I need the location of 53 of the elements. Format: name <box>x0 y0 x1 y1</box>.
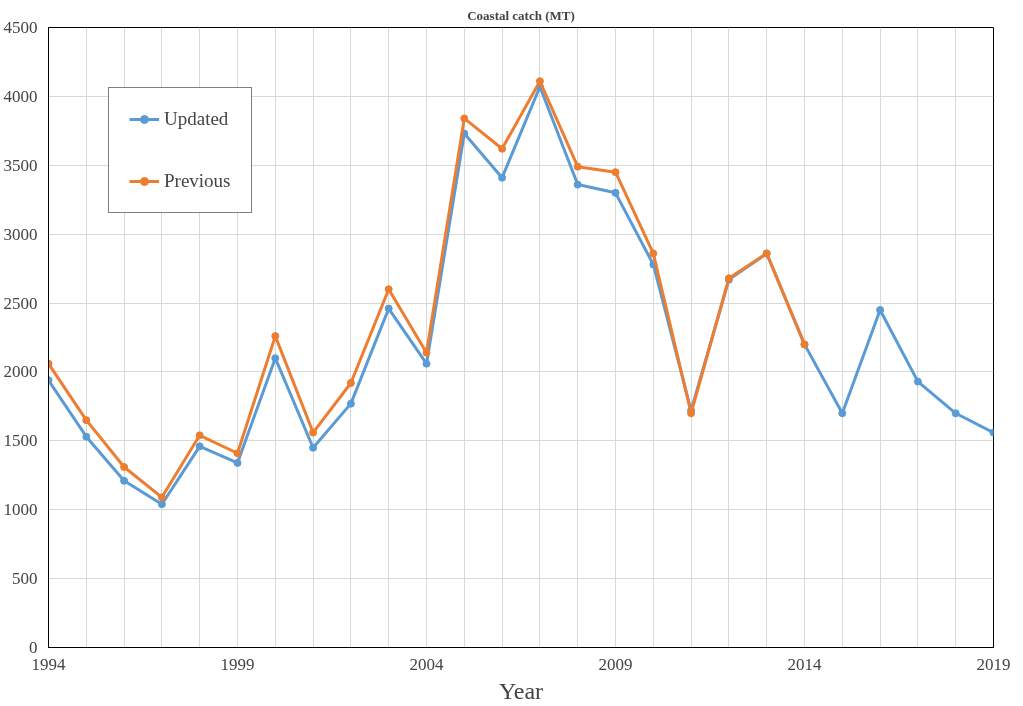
point <box>346 378 355 387</box>
x-tick-label: 2004 <box>409 654 444 674</box>
point <box>498 173 507 182</box>
point <box>120 463 129 471</box>
x-tick-label: 1999 <box>220 654 255 674</box>
point <box>460 114 469 123</box>
point <box>422 348 431 357</box>
legend-label: Previous <box>164 170 231 192</box>
point <box>346 399 355 408</box>
point <box>271 354 280 363</box>
point <box>573 180 582 189</box>
point <box>195 431 204 440</box>
point <box>535 77 544 86</box>
point <box>384 285 393 294</box>
x-tick-label: 2019 <box>976 654 1011 674</box>
point <box>611 168 620 177</box>
point <box>913 377 922 386</box>
point <box>573 162 582 171</box>
x-tick-label: 2014 <box>787 654 822 674</box>
point <box>82 416 91 425</box>
point <box>309 428 318 437</box>
point <box>157 500 166 509</box>
y-tick-label: 3500 <box>3 155 38 175</box>
y-tick-label: 1500 <box>3 431 38 451</box>
point <box>649 249 658 258</box>
point <box>233 449 242 458</box>
y-tick-label: 1000 <box>3 500 38 520</box>
y-tick-label: 500 <box>12 569 38 589</box>
chart-title: Coastal catch (MT) <box>467 7 575 23</box>
y-tick-label: 4000 <box>3 86 38 106</box>
point <box>384 304 393 313</box>
point <box>876 305 885 314</box>
point <box>82 432 91 441</box>
point <box>838 409 847 418</box>
point <box>309 443 318 452</box>
point <box>422 359 431 368</box>
legend-label: Updated <box>164 108 229 130</box>
point <box>951 409 960 418</box>
y-tick-label: 4500 <box>3 18 38 37</box>
x-tick-label: 1994 <box>31 654 66 674</box>
point <box>120 476 129 485</box>
x-axis-title: Year <box>498 677 544 704</box>
point <box>195 442 204 451</box>
point <box>271 332 280 341</box>
y-tick-label: 0 <box>29 638 38 657</box>
y-tick-label: 2500 <box>3 293 38 313</box>
y-tick-label: 3000 <box>3 224 38 244</box>
point <box>233 458 242 467</box>
y-tick-label: 2000 <box>3 362 38 382</box>
point <box>498 144 507 153</box>
point <box>611 188 620 197</box>
x-tick-label: 2009 <box>598 654 633 674</box>
point <box>157 493 166 502</box>
